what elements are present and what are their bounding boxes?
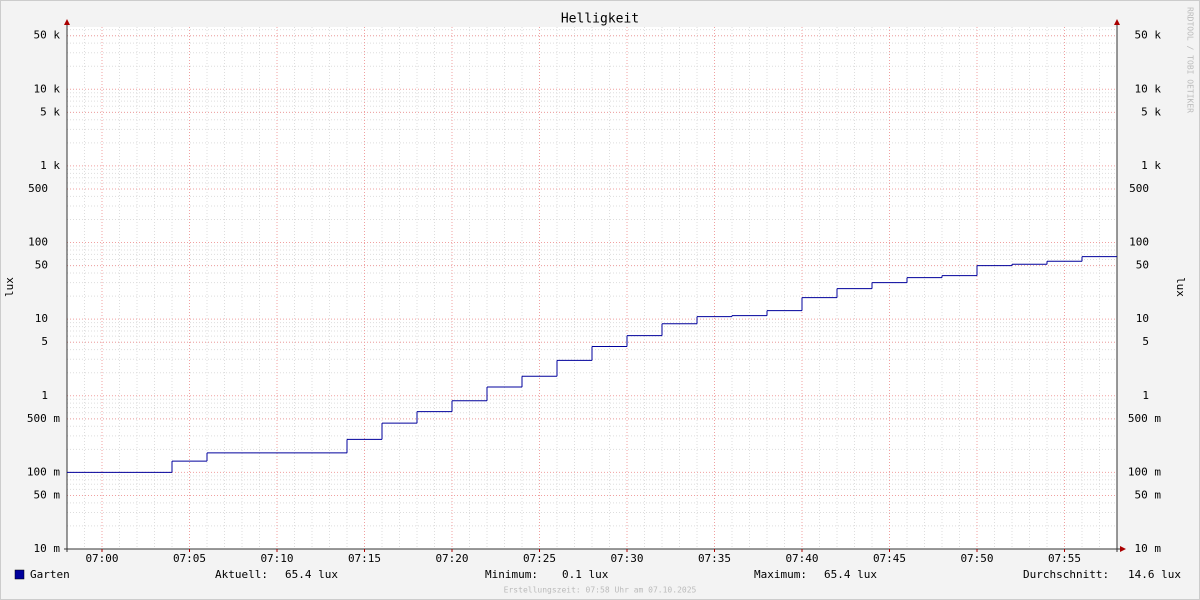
- y2-tick-label: 1 k: [1141, 159, 1161, 172]
- stat-label: Aktuell:: [215, 568, 268, 581]
- x-tick-label: 07:45: [873, 552, 906, 565]
- x-tick-label: 07:50: [960, 552, 993, 565]
- y-tick-label: 500: [28, 182, 48, 195]
- y-tick-label: 50 m: [34, 488, 61, 501]
- stat-value: 65.4 lux: [285, 568, 338, 581]
- y-tick-label: 1: [41, 389, 48, 402]
- x-tick-label: 07:30: [610, 552, 643, 565]
- y2-tick-label: 500: [1129, 182, 1149, 195]
- y-tick-label: 50 k: [34, 29, 61, 42]
- x-tick-label: 07:40: [785, 552, 818, 565]
- y2-tick-label: 100: [1129, 236, 1149, 249]
- y-tick-label: 10 k: [34, 82, 61, 95]
- y2-axis-label: lux: [1174, 277, 1187, 297]
- stat-value: 14.6 lux: [1128, 568, 1181, 581]
- y2-tick-label: 100 m: [1128, 465, 1161, 478]
- y2-tick-label: 5 k: [1141, 105, 1161, 118]
- legend-swatch: [14, 569, 25, 580]
- y2-tick-label: 10 m: [1135, 542, 1162, 555]
- legend-label: Garten: [30, 568, 70, 581]
- y-tick-label: 100 m: [27, 465, 60, 478]
- stat-label: Maximum:: [754, 568, 807, 581]
- x-tick-label: 07:05: [173, 552, 206, 565]
- y2-tick-label: 5: [1142, 335, 1149, 348]
- x-tick-label: 07:10: [260, 552, 293, 565]
- stat-label: Minimum:: [485, 568, 538, 581]
- y-tick-label: 5: [41, 335, 48, 348]
- x-tick-label: 07:25: [523, 552, 556, 565]
- y-tick-label: 10 m: [34, 542, 61, 555]
- x-tick-label: 07:35: [698, 552, 731, 565]
- y-tick-label: 10: [35, 312, 48, 325]
- x-tick-label: 07:55: [1048, 552, 1081, 565]
- stat-label: Durchschnitt:: [1023, 568, 1109, 581]
- axis-arrow: [1120, 546, 1126, 552]
- y-tick-label: 100: [28, 236, 48, 249]
- axis-arrow: [1114, 19, 1120, 25]
- y-axis-label: lux: [3, 277, 16, 297]
- y2-tick-label: 50 m: [1135, 488, 1162, 501]
- x-tick-label: 07:15: [348, 552, 381, 565]
- stat-value: 0.1 lux: [562, 568, 609, 581]
- axis-arrow: [64, 19, 70, 25]
- x-tick-label: 07:00: [85, 552, 118, 565]
- y-tick-label: 50: [35, 259, 48, 272]
- footer: Erstellungszeit: 07:58 Uhr am 07.10.2025: [504, 586, 697, 595]
- grid: [67, 27, 1117, 550]
- stat-value: 65.4 lux: [824, 568, 877, 581]
- y2-tick-label: 10 k: [1135, 82, 1162, 95]
- x-tick-label: 07:20: [435, 552, 468, 565]
- y2-tick-label: 1: [1142, 389, 1149, 402]
- y-tick-label: 500 m: [27, 412, 60, 425]
- y2-tick-label: 50: [1136, 259, 1149, 272]
- y2-tick-label: 500 m: [1128, 412, 1161, 425]
- chart-title: Helligkeit: [561, 12, 639, 27]
- watermark: RRDTOOL / TOBI OETIKER: [1186, 7, 1195, 113]
- y-tick-label: 1 k: [40, 159, 60, 172]
- y2-tick-label: 50 k: [1135, 29, 1162, 42]
- y-tick-label: 5 k: [40, 105, 60, 118]
- y2-tick-label: 10: [1136, 312, 1149, 325]
